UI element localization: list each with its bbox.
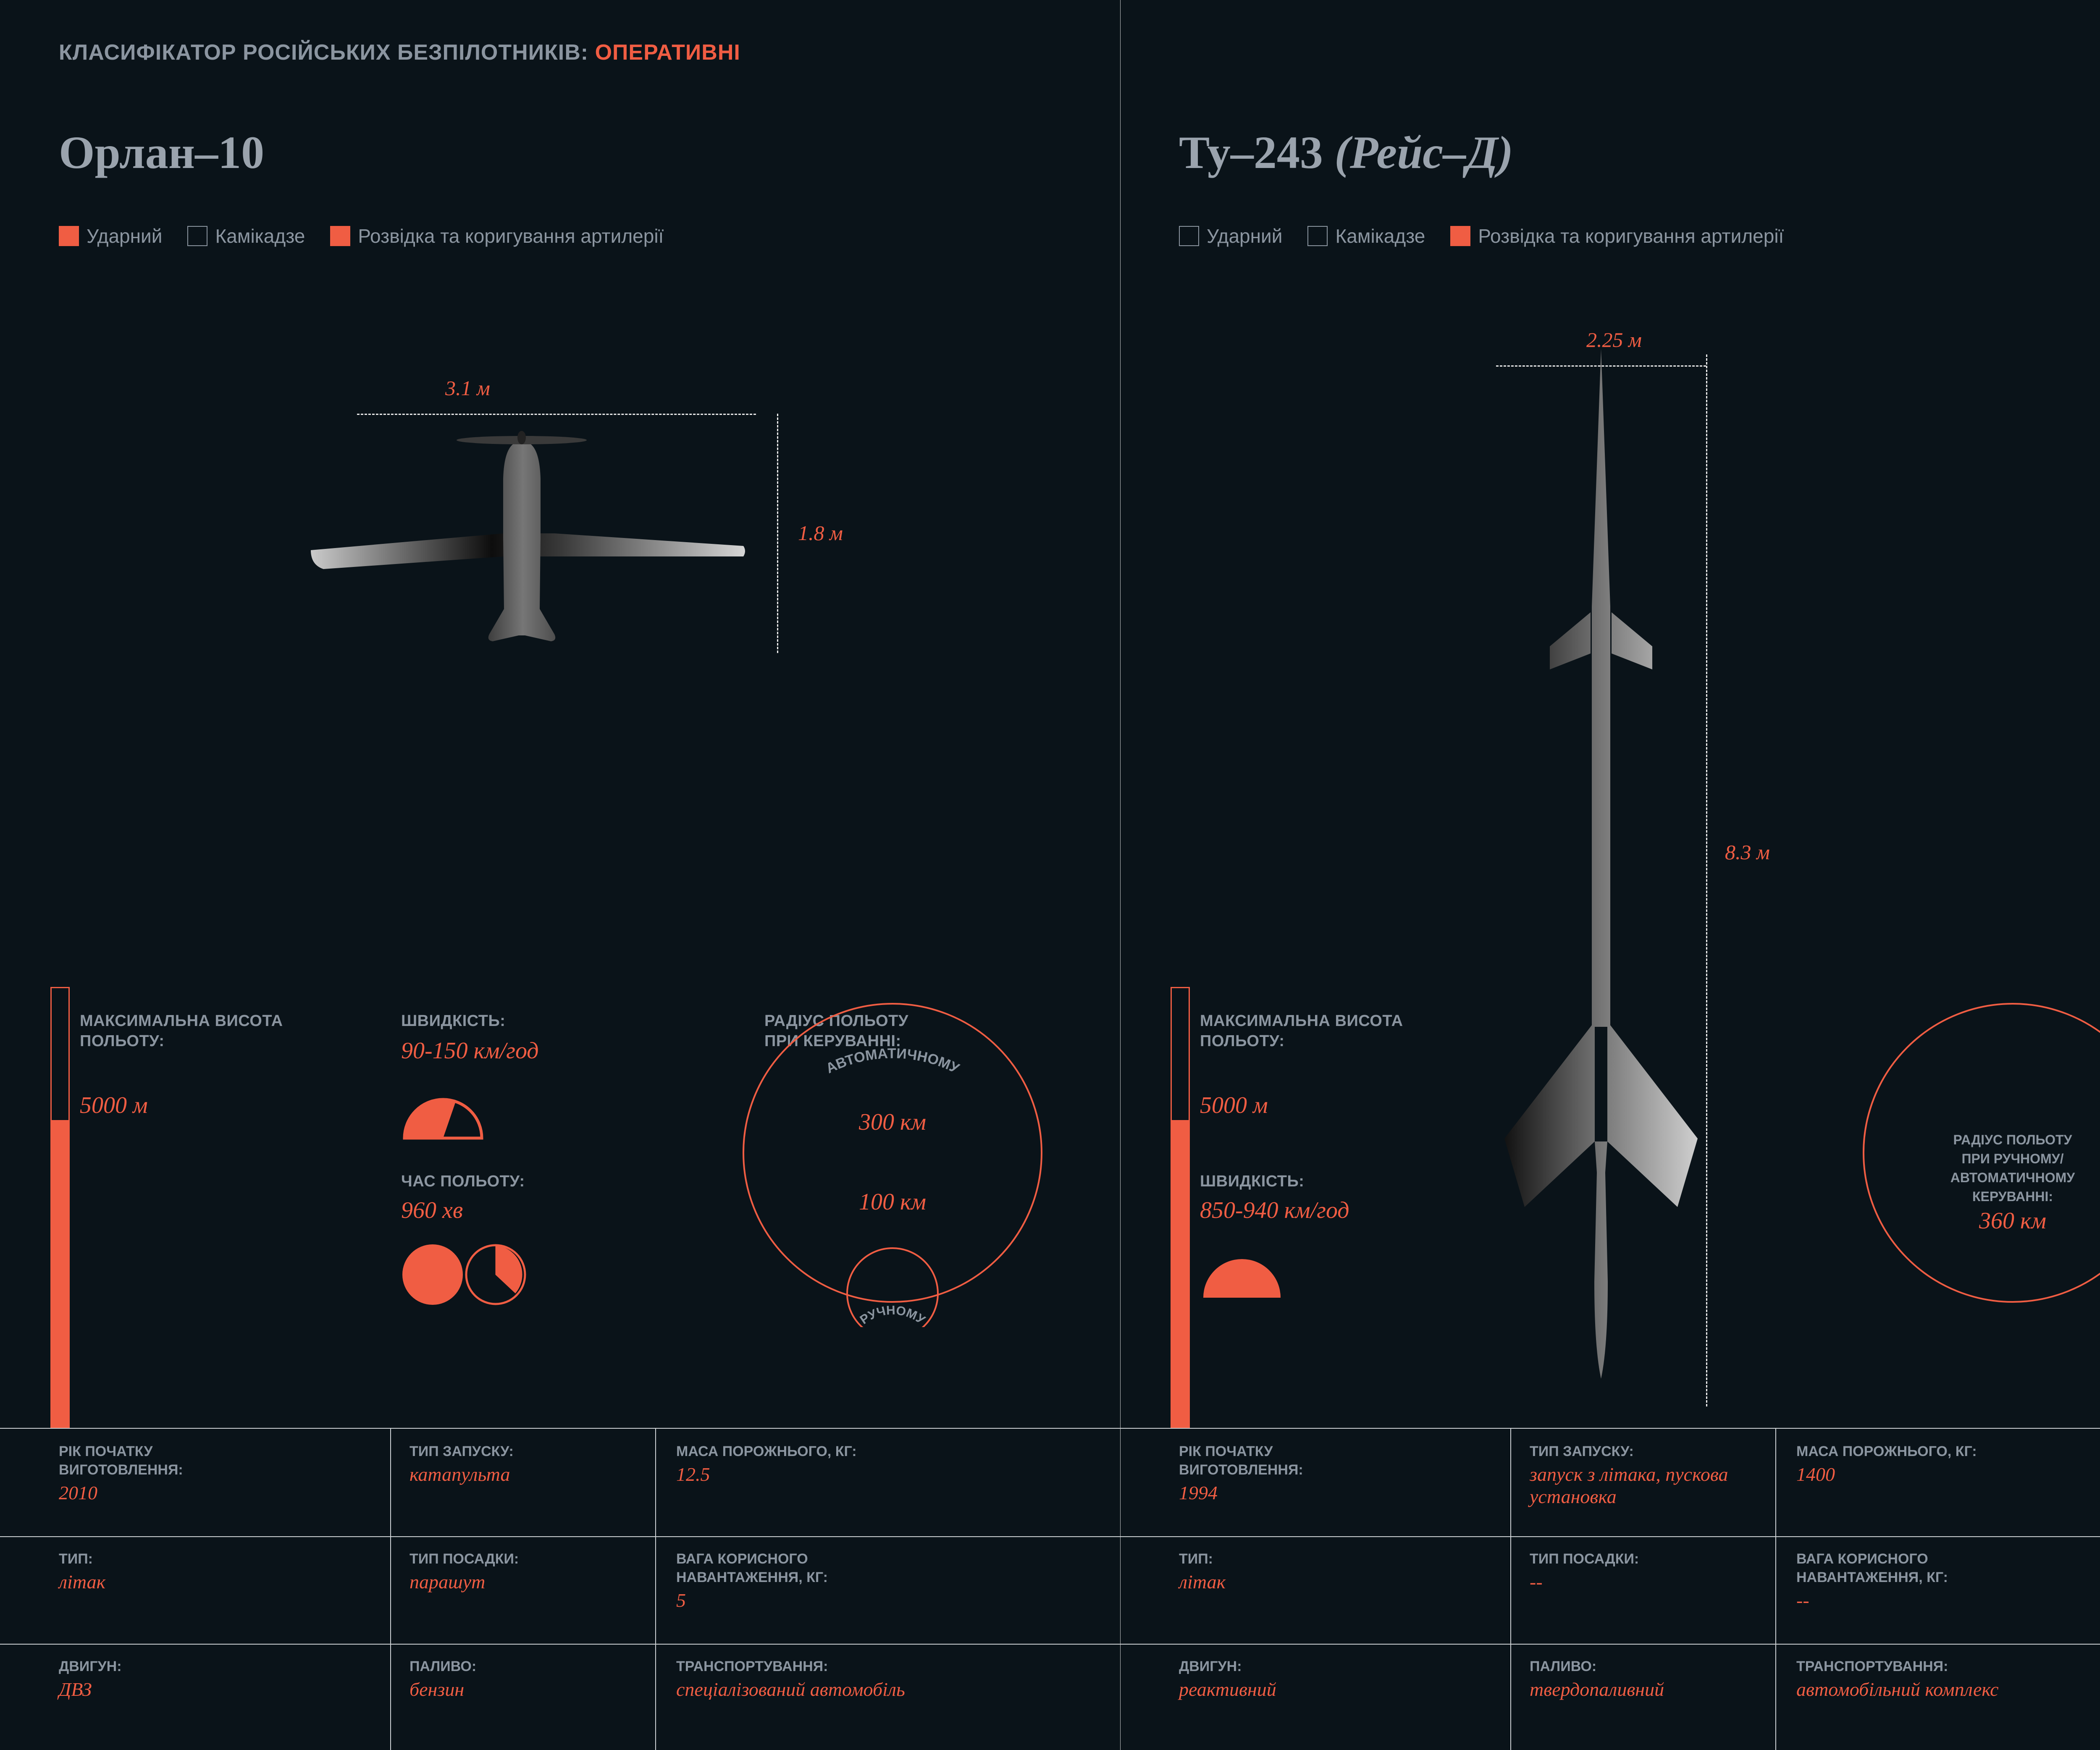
svg-text:АВТОМАТИЧНОМУ: АВТОМАТИЧНОМУ (1950, 1170, 2076, 1185)
svg-text:100 км: 100 км (859, 1189, 926, 1215)
svg-text:АВТОМАТИЧНОМУ: АВТОМАТИЧНОМУ (823, 1046, 962, 1077)
svg-text:300 км: 300 км (858, 1109, 926, 1135)
svg-text:ПРИ РУЧНОМУ/: ПРИ РУЧНОМУ/ (1962, 1151, 2064, 1166)
svg-text:РАДІУС ПОЛЬОТУ: РАДІУС ПОЛЬОТУ (1953, 1132, 2073, 1147)
svg-text:РУЧНОМУ: РУЧНОМУ (858, 1304, 928, 1327)
svg-text:КЕРУВАННІ:: КЕРУВАННІ: (1972, 1189, 2053, 1204)
svg-text:360 км: 360 км (1979, 1208, 2046, 1234)
